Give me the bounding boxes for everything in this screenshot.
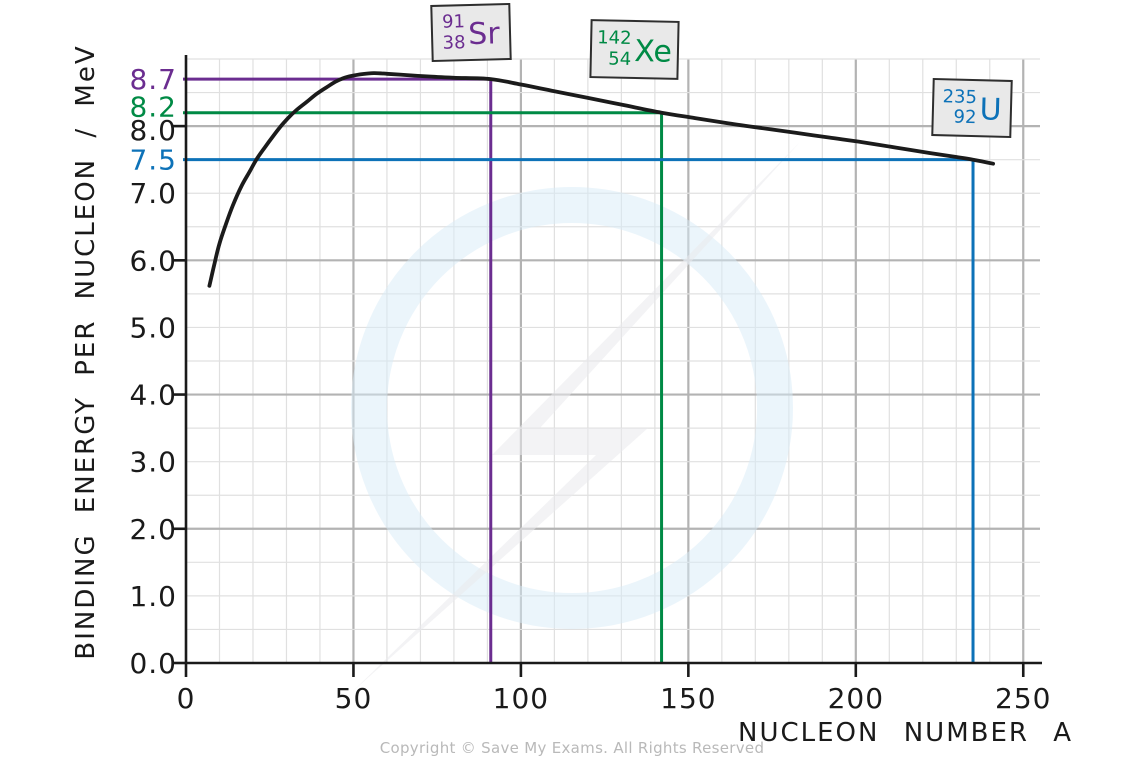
svg-text:50: 50 [335, 682, 373, 715]
watermark-logo [351, 142, 800, 692]
svg-text:7.0: 7.0 [129, 177, 177, 210]
element-symbol: U [979, 92, 1003, 128]
isotope-numbers: 235 92 [942, 86, 978, 129]
svg-text:8.0: 8.0 [129, 114, 177, 147]
mass-number: 142 [596, 27, 632, 50]
axes-and-ticks [172, 55, 1042, 677]
data-curve [207, 71, 995, 288]
svg-text:6.0: 6.0 [129, 244, 177, 277]
isotope-numbers: 91 38 [441, 11, 466, 54]
svg-text:200: 200 [828, 682, 884, 715]
atomic-number: 92 [953, 106, 977, 129]
isotope-label-xe-142: 142 54 Xe [589, 19, 680, 80]
svg-text:1.0: 1.0 [129, 580, 177, 613]
isotope-label-sr-91: 91 38 Sr [430, 2, 512, 63]
svg-text:4.0: 4.0 [129, 379, 177, 412]
mass-number: 235 [942, 86, 978, 108]
isotope-label-u-235: 235 92 U [931, 77, 1013, 139]
atomic-number: 38 [442, 31, 466, 54]
svg-text:8.7: 8.7 [129, 63, 177, 96]
svg-text:100: 100 [493, 682, 549, 715]
svg-text:2.0: 2.0 [129, 513, 177, 546]
svg-text:8.2: 8.2 [129, 91, 177, 124]
svg-text:7.5: 7.5 [129, 144, 177, 177]
svg-text:0.0: 0.0 [129, 647, 177, 680]
x-axis-title: NUCLEON NUMBER A [738, 718, 1074, 748]
element-symbol: Xe [633, 33, 673, 70]
svg-text:3.0: 3.0 [129, 446, 177, 479]
atomic-number: 54 [608, 47, 632, 70]
svg-text:150: 150 [660, 682, 716, 715]
element-symbol: Sr [467, 15, 501, 52]
svg-text:250: 250 [995, 682, 1051, 715]
mass-number: 91 [441, 11, 466, 34]
tick-labels: 0 50 100 150 200 250 0.0 1.0 2.0 3.0 4.0 5.0 6.0 7.07… [129, 63, 1051, 715]
svg-text:5.0: 5.0 [129, 311, 177, 344]
watermark-ring [351, 187, 793, 629]
y-axis-title: BINDING ENERGY PER NUCLEON / MeV [71, 44, 101, 660]
isotope-numbers: 142 54 [596, 27, 632, 70]
svg-text:0: 0 [177, 682, 196, 715]
copyright-notice: Copyright © Save My Exams. All Rights Re… [379, 739, 765, 757]
